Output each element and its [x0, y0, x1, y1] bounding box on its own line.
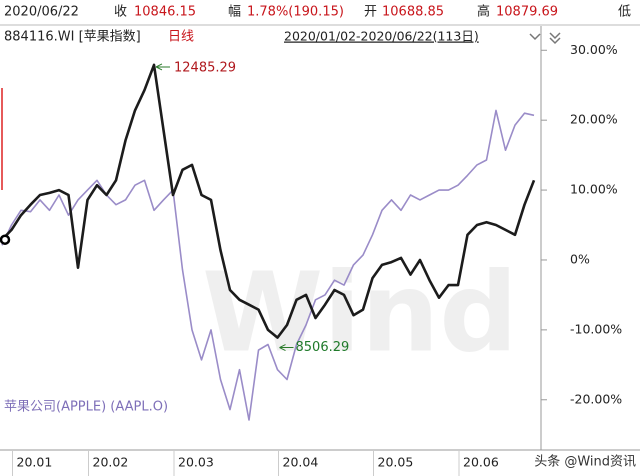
x-tick-label: 20.03 — [178, 455, 214, 470]
x-tick-label: 20.01 — [17, 455, 53, 470]
header-value: 10688.85 — [382, 5, 444, 20]
x-tick-label: 20.02 — [93, 455, 129, 470]
header-value: 1.78%(190.15) — [247, 5, 344, 20]
y-tick-label: -10.00% — [570, 321, 622, 336]
date-range[interactable]: 2020/01/02-2020/06/22(113日) — [284, 29, 479, 44]
series-line — [1, 109, 535, 421]
y-tick-label: 0% — [570, 251, 590, 266]
period: 日线 — [168, 30, 194, 45]
annotation: 12485.29 — [174, 60, 236, 75]
x-tick-label: 20.04 — [283, 455, 319, 470]
annotation-arrow — [279, 344, 294, 352]
header-label: 幅 — [228, 5, 241, 20]
header-label: 高 — [477, 4, 490, 20]
dropdown-icon[interactable] — [529, 33, 541, 41]
annotation: 8506.29 — [296, 340, 350, 355]
header-value: 10846.15 — [134, 5, 196, 20]
header-label: 开 — [364, 5, 377, 20]
legend-entry: 苹果公司(APPLE) (AAPL.O) — [4, 400, 168, 415]
annotation-arrow — [155, 63, 170, 71]
header-value: 10879.69 — [496, 5, 558, 20]
series-line — [1, 63, 536, 339]
series-code: 884116.WI [苹果指数] — [4, 30, 141, 45]
header-label: 收 — [114, 5, 127, 20]
x-tick-label: 20.05 — [378, 455, 414, 470]
y-tick-label: -20.00% — [570, 391, 622, 406]
collapse-icon[interactable] — [549, 32, 561, 45]
start-marker — [0, 234, 11, 245]
y-tick-label: 10.00% — [570, 182, 618, 197]
header-date: 2020/06/22 — [4, 5, 79, 20]
y-tick-label: 20.00% — [570, 112, 618, 127]
header-label: 低 — [618, 5, 631, 20]
x-tick-label: 20.06 — [463, 455, 499, 470]
y-tick-label: 30.00% — [570, 42, 618, 57]
source-watermark: 头条 @Wind资讯 — [534, 454, 636, 470]
